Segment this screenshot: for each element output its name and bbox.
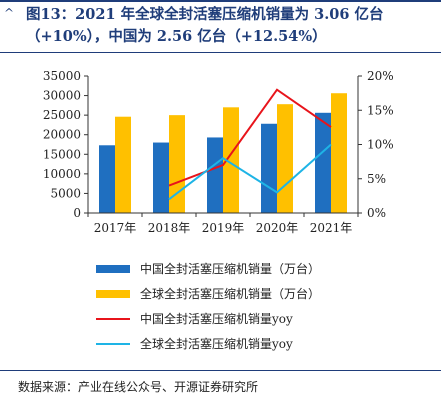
legend-item-china-sales: 中国全封活塞压缩机销量（万台） xyxy=(96,256,416,281)
right-tick-label-0: 0% xyxy=(367,206,386,220)
china-sales-bar-1 xyxy=(153,142,169,213)
header-mark: ^ xyxy=(4,6,15,20)
global-sales-bar-4 xyxy=(331,93,347,213)
x-tick-label-2: 2019年 xyxy=(202,221,245,235)
legend-swatch-global-line xyxy=(96,342,130,345)
left-tick-label-7: 35000 xyxy=(43,69,81,83)
left-tick-label-5: 25000 xyxy=(43,108,81,122)
compressor-sales-chart: 0 5000 10000 15000 20000 25000 30000 35000 0% 5% 1… xyxy=(43,69,394,235)
top-rule xyxy=(0,0,441,2)
china-yoy-line xyxy=(168,88,332,187)
x-tick-label-4: 2021年 xyxy=(310,221,353,235)
right-tick-label-2: 10% xyxy=(367,138,394,152)
legend-swatch-global-bar xyxy=(96,289,130,298)
source-note: 数据来源：产业在线公众号、开源证券研究所 xyxy=(18,380,259,394)
legend-label-china-yoy: 中国全封活塞压缩机销量yoy xyxy=(140,312,293,326)
global-yoy-line xyxy=(168,143,332,201)
left-tick-label-3: 15000 xyxy=(43,147,81,161)
legend-item-global-sales: 全球全封活塞压缩机销量（万台） xyxy=(96,281,416,306)
left-tick-label-0: 0 xyxy=(73,206,81,220)
x-tick-label-3: 2020年 xyxy=(256,221,299,235)
right-tick-label-4: 20% xyxy=(367,69,394,83)
left-tick-label-4: 20000 xyxy=(43,128,81,142)
right-tick-label-1: 5% xyxy=(367,172,386,186)
legend: 中国全封活塞压缩机销量（万台） 全球全封活塞压缩机销量（万台） 中国全封活塞压缩… xyxy=(96,256,416,356)
left-tick-label-6: 30000 xyxy=(43,89,81,103)
left-tick-label-1: 5000 xyxy=(50,186,81,200)
legend-label-china-sales: 中国全封活塞压缩机销量（万台） xyxy=(140,262,321,276)
right-tick-label-3: 15% xyxy=(367,103,394,117)
china-sales-bar-4 xyxy=(315,112,331,213)
global-sales-bar-2 xyxy=(223,107,239,213)
legend-item-china-yoy: 中国全封活塞压缩机销量yoy xyxy=(96,306,416,331)
legend-label-global-yoy: 全球全封活塞压缩机销量yoy xyxy=(140,337,293,351)
x-tick-label-0: 2017年 xyxy=(94,221,137,235)
china-sales-bar-2 xyxy=(207,137,223,213)
title-rule xyxy=(0,52,441,53)
legend-item-global-yoy: 全球全封活塞压缩机销量yoy xyxy=(96,331,416,356)
figure-title: 图13：2021 年全球全封活塞压缩机销量为 3.06 亿台（+10%），中国为… xyxy=(26,6,384,45)
bottom-rule xyxy=(0,370,441,371)
legend-label-global-sales: 全球全封活塞压缩机销量（万台） xyxy=(140,287,321,301)
global-sales-bar-1 xyxy=(169,115,185,213)
left-tick-label-2: 10000 xyxy=(43,167,81,181)
legend-swatch-china-line xyxy=(96,317,130,320)
x-tick-label-1: 2018年 xyxy=(148,221,191,235)
global-sales-bar-3 xyxy=(277,104,293,213)
china-sales-bar-3 xyxy=(261,123,277,213)
legend-swatch-china-bar xyxy=(96,264,130,273)
china-sales-bar-0 xyxy=(99,145,115,213)
global-sales-bar-0 xyxy=(115,116,131,213)
